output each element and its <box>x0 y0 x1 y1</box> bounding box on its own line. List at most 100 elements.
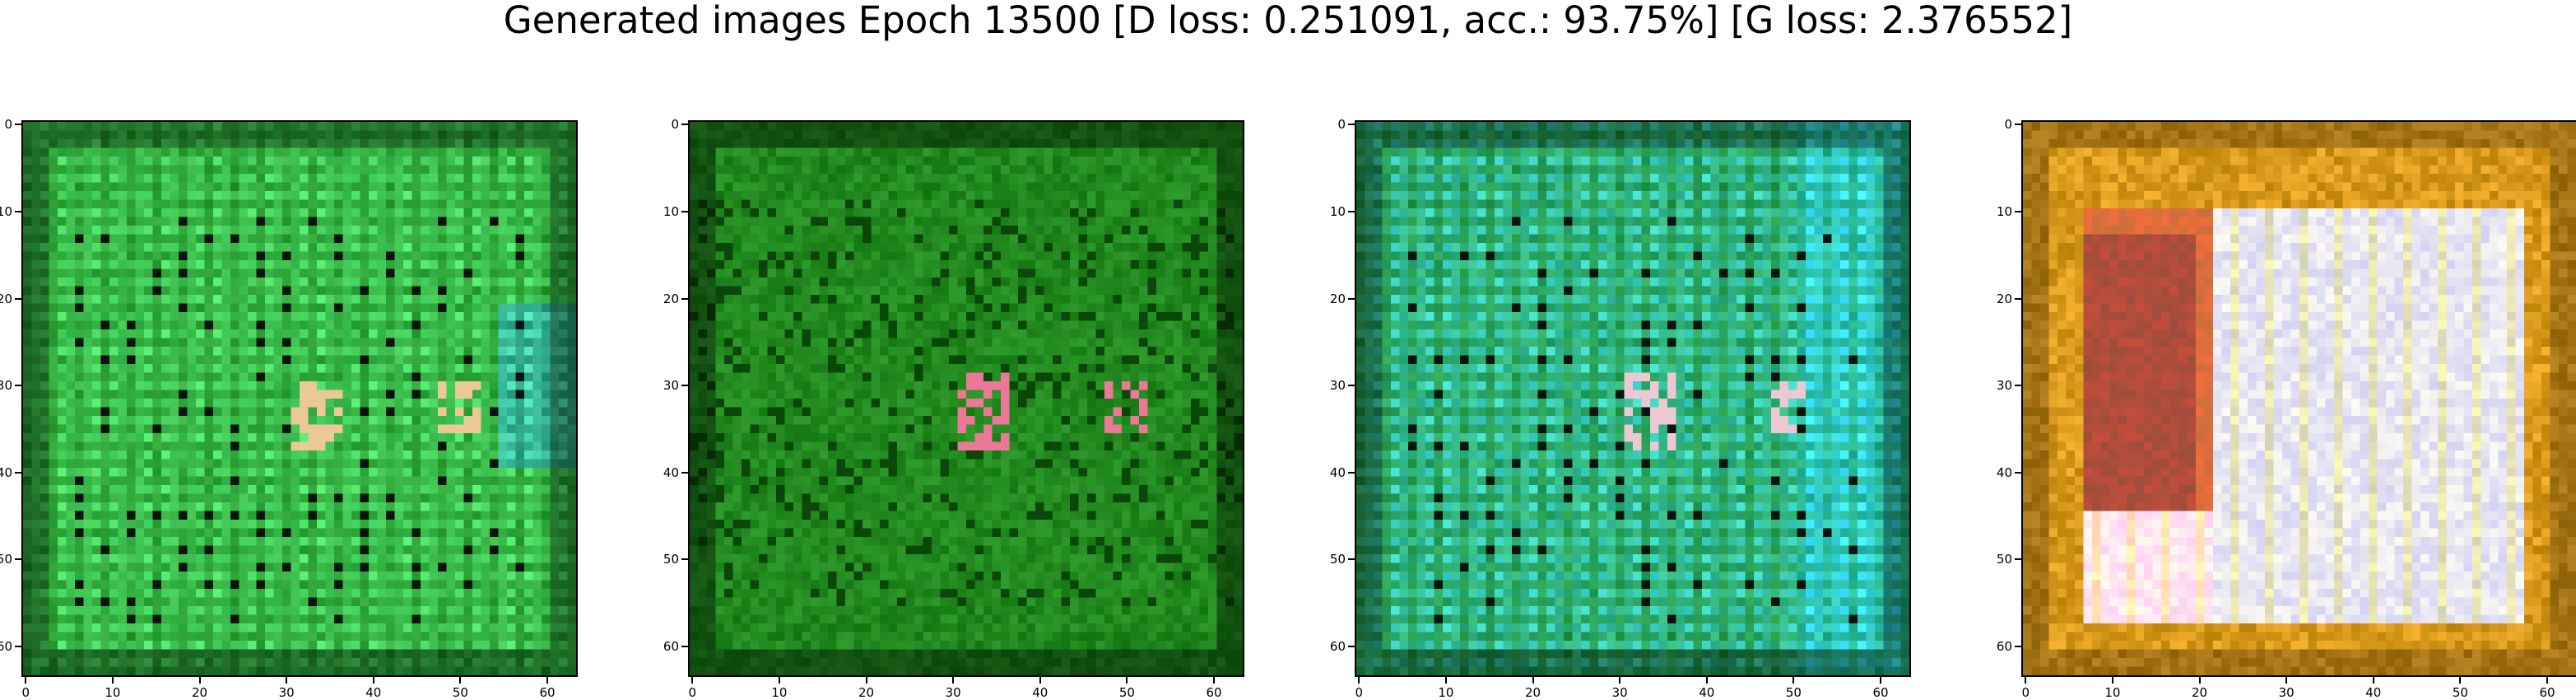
y-tick-label: 20 <box>1996 291 2012 306</box>
y-tick-label: 0 <box>2004 117 2012 133</box>
x-tick-mark <box>1619 677 1621 684</box>
x-tick-label: 50 <box>452 685 468 700</box>
y-tick-label: 60 <box>663 639 679 655</box>
x-tick-mark <box>1358 677 1360 684</box>
x-tick-mark <box>1039 677 1041 684</box>
y-tick-label: 50 <box>1996 552 2012 567</box>
x-tick-label: 40 <box>2365 685 2382 700</box>
y-tick-mark <box>2015 124 2021 126</box>
x-tick-mark <box>111 677 114 684</box>
x-tick-mark <box>2198 677 2201 684</box>
y-tick-mark <box>681 124 688 126</box>
y-tick-label: 20 <box>1329 291 1346 306</box>
x-tick-label: 30 <box>1611 685 1628 700</box>
y-tick-mark <box>15 210 21 212</box>
generated-image-4-pixels <box>2023 122 2576 675</box>
x-tick-label: 20 <box>2191 685 2208 700</box>
y-tick-mark <box>15 471 21 474</box>
x-tick-mark <box>691 677 694 684</box>
x-tick-label: 60 <box>539 685 556 700</box>
x-tick-label: 20 <box>1524 685 1541 700</box>
y-tick-label: 40 <box>1329 464 1346 480</box>
y-tick-mark <box>1348 297 1355 300</box>
y-tick-label: 20 <box>663 291 679 306</box>
x-tick-mark <box>865 677 867 684</box>
y-tick-mark <box>681 471 688 474</box>
y-tick-label: 10 <box>1996 203 2012 219</box>
x-tick-mark <box>372 677 374 684</box>
y-tick-mark <box>15 297 21 300</box>
x-tick-mark <box>2025 677 2027 684</box>
y-tick-mark <box>1348 210 1355 212</box>
x-tick-mark <box>1532 677 1534 684</box>
y-tick-mark <box>2015 210 2021 212</box>
x-tick-label: 50 <box>2452 685 2468 700</box>
x-tick-label: 60 <box>1872 685 1889 700</box>
x-tick-label: 10 <box>771 685 788 700</box>
x-tick-label: 0 <box>2021 685 2030 700</box>
y-tick-mark <box>2015 471 2021 474</box>
x-tick-label: 40 <box>1032 685 1049 700</box>
x-tick-label: 0 <box>1355 685 1364 700</box>
x-tick-mark <box>25 677 27 684</box>
y-tick-label: 40 <box>0 464 12 480</box>
y-tick-mark <box>681 210 688 212</box>
x-tick-label: 60 <box>2539 685 2555 700</box>
y-tick-label: 60 <box>1329 639 1346 655</box>
y-tick-label: 50 <box>663 552 679 567</box>
y-tick-label: 30 <box>0 378 12 394</box>
x-tick-label: 0 <box>21 685 30 700</box>
y-tick-mark <box>1348 124 1355 126</box>
y-tick-mark <box>1348 558 1355 561</box>
x-tick-mark <box>2546 677 2549 684</box>
y-tick-mark <box>1348 646 1355 648</box>
y-tick-label: 30 <box>663 378 679 394</box>
x-tick-mark <box>2285 677 2288 684</box>
y-tick-label: 10 <box>0 203 12 219</box>
generated-image-2-pixels <box>690 122 1243 675</box>
x-tick-label: 10 <box>1438 685 1454 700</box>
y-tick-mark <box>15 646 21 648</box>
x-tick-label: 40 <box>1699 685 1715 700</box>
y-tick-label: 40 <box>1996 464 2012 480</box>
generated-image-2 <box>688 120 1244 677</box>
x-tick-label: 50 <box>1785 685 1802 700</box>
y-tick-label: 40 <box>663 464 679 480</box>
x-tick-label: 30 <box>278 685 295 700</box>
x-tick-label: 30 <box>945 685 961 700</box>
y-tick-mark <box>2015 385 2021 387</box>
y-tick-label: 30 <box>1996 378 2012 394</box>
x-tick-mark <box>546 677 549 684</box>
x-tick-label: 10 <box>2104 685 2121 700</box>
x-tick-mark <box>952 677 955 684</box>
x-tick-mark <box>2459 677 2462 684</box>
y-tick-mark <box>2015 646 2021 648</box>
x-tick-mark <box>1793 677 1795 684</box>
y-tick-label: 50 <box>0 552 12 567</box>
x-tick-mark <box>1705 677 1708 684</box>
x-tick-label: 20 <box>858 685 875 700</box>
y-tick-label: 20 <box>0 291 12 306</box>
y-tick-mark <box>1348 471 1355 474</box>
x-tick-mark <box>2111 677 2113 684</box>
y-tick-label: 0 <box>1337 117 1346 133</box>
y-tick-mark <box>15 124 21 126</box>
y-tick-mark <box>1348 385 1355 387</box>
y-tick-mark <box>681 297 688 300</box>
x-tick-mark <box>198 677 201 684</box>
x-tick-mark <box>459 677 462 684</box>
figure-title: Generated images Epoch 13500 [D loss: 0.… <box>503 0 2073 42</box>
y-tick-mark <box>681 385 688 387</box>
y-tick-label: 60 <box>1996 639 2012 655</box>
y-tick-label: 10 <box>1329 203 1346 219</box>
y-tick-label: 0 <box>671 117 679 133</box>
y-tick-label: 10 <box>663 203 679 219</box>
x-tick-mark <box>1880 677 1882 684</box>
x-tick-mark <box>1126 677 1128 684</box>
x-tick-label: 10 <box>105 685 121 700</box>
x-tick-label: 60 <box>1206 685 1222 700</box>
y-tick-mark <box>15 558 21 561</box>
x-tick-mark <box>778 677 780 684</box>
x-tick-mark <box>2372 677 2374 684</box>
y-tick-label: 50 <box>1329 552 1346 567</box>
